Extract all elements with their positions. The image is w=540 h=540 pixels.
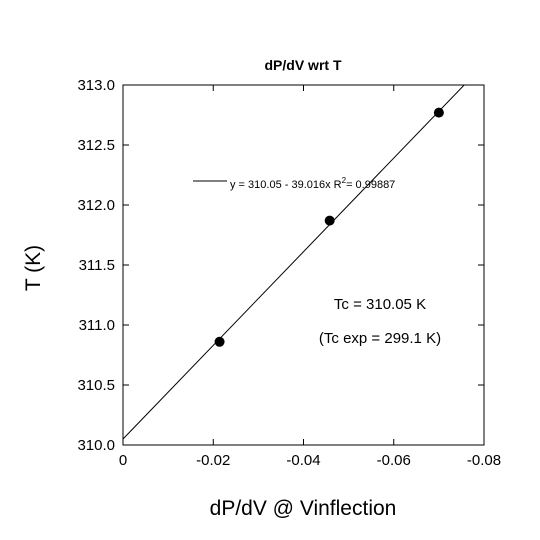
y-tick-label: 310.5 [77, 377, 115, 394]
regression-line [123, 85, 465, 440]
data-point [324, 215, 335, 226]
tc-annotation: Tc = 310.05 K [334, 296, 426, 313]
tc-exp-annotation: (Tc exp = 299.1 K) [319, 330, 441, 347]
y-tick-label: 313.0 [77, 77, 115, 94]
y-tick-label: 312.0 [77, 197, 115, 214]
fit-equation: y = 310.05 - 39.016x R2= 0.99887 [230, 176, 395, 191]
x-tick-label: -0.06 [377, 452, 411, 469]
plot-frame [122, 84, 485, 446]
legend: y = 310.05 - 39.016x R2= 0.99887 [193, 176, 395, 191]
data-point [433, 107, 444, 118]
y-axis-label: T (K) [22, 245, 45, 291]
data-point [214, 336, 225, 347]
y-axis-ticks: 310.0 310.5 311.0 311.5 312.0 312.5 313.0 [77, 77, 484, 454]
x-tick-label: 0 [119, 452, 127, 469]
chart-title: dP/dV wrt T [265, 57, 342, 73]
x-axis-label: dP/dV @ Vinflection [210, 497, 397, 520]
y-tick-label: 311.0 [79, 317, 115, 334]
x-tick-label: -0.04 [286, 452, 320, 469]
y-tick-label: 310.0 [77, 437, 115, 454]
y-tick-label: 311.5 [79, 257, 115, 274]
y-tick-label: 312.5 [77, 137, 115, 154]
x-tick-label: -0.02 [196, 452, 230, 469]
x-axis-ticks: 0 -0.02 -0.04 -0.06 -0.08 [119, 85, 501, 469]
x-tick-label: -0.08 [467, 452, 501, 469]
data-points [214, 107, 444, 347]
